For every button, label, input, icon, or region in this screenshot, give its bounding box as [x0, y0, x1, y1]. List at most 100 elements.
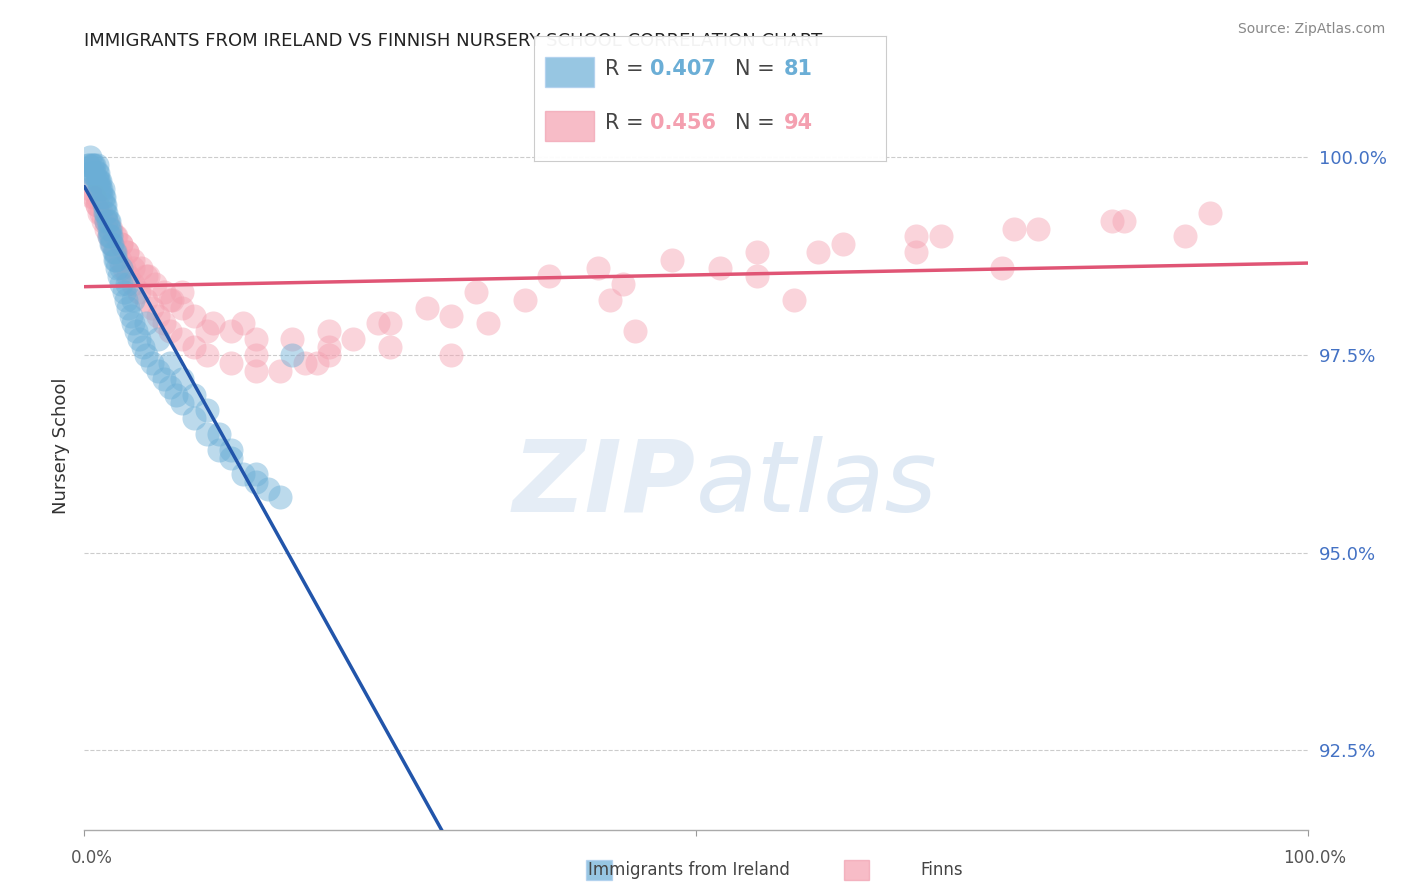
Point — [89, 174, 111, 188]
Point — [172, 372, 194, 386]
Point — [110, 237, 132, 252]
Point — [513, 293, 536, 307]
Point — [97, 229, 120, 244]
Point — [122, 293, 145, 307]
Text: N =: N = — [734, 60, 780, 79]
Point — [905, 229, 928, 244]
Point — [86, 198, 108, 212]
Text: R =: R = — [605, 60, 650, 79]
Point — [153, 317, 176, 331]
Point — [1101, 213, 1123, 227]
Point — [172, 332, 194, 346]
Point — [120, 309, 142, 323]
Point — [380, 317, 402, 331]
Point — [96, 213, 118, 227]
Text: 94: 94 — [785, 113, 813, 133]
Point — [599, 293, 621, 307]
Point — [104, 245, 127, 260]
Point — [77, 158, 100, 172]
Point — [245, 364, 267, 378]
Point — [208, 442, 231, 457]
Point — [135, 317, 157, 331]
Point — [146, 332, 169, 346]
Point — [83, 158, 105, 172]
Point — [117, 301, 139, 315]
Point — [129, 261, 152, 276]
Point — [94, 205, 117, 219]
Point — [97, 213, 120, 227]
Point — [135, 348, 157, 362]
Point — [195, 348, 218, 362]
Point — [245, 348, 267, 362]
Point — [82, 158, 104, 172]
Point — [115, 277, 138, 291]
Point — [172, 301, 194, 315]
Point — [103, 245, 125, 260]
Point — [318, 324, 340, 338]
Point — [93, 198, 115, 212]
Text: 0.407: 0.407 — [650, 60, 716, 79]
Point — [219, 450, 242, 465]
Point — [991, 261, 1014, 276]
Point — [79, 166, 101, 180]
Point — [783, 293, 806, 307]
Point — [612, 277, 634, 291]
Point — [80, 190, 103, 204]
Point — [135, 293, 157, 307]
Point — [96, 213, 118, 227]
Point — [183, 411, 205, 425]
Point — [110, 277, 132, 291]
Point — [269, 364, 291, 378]
Point — [100, 229, 122, 244]
Point — [86, 198, 108, 212]
Point — [219, 356, 242, 370]
Point — [1002, 221, 1025, 235]
Point — [91, 182, 114, 196]
Point — [538, 268, 561, 283]
Point — [143, 277, 166, 291]
Point — [87, 166, 110, 180]
Point — [86, 158, 108, 172]
Point — [269, 491, 291, 505]
Point — [86, 190, 108, 204]
Point — [115, 245, 138, 260]
Point — [153, 285, 176, 299]
Point — [281, 332, 304, 346]
Point — [257, 483, 280, 497]
Point — [232, 317, 254, 331]
Point — [90, 205, 112, 219]
Point — [128, 332, 150, 346]
Text: 0.0%: 0.0% — [70, 849, 112, 867]
Text: N =: N = — [734, 113, 780, 133]
Point — [86, 166, 108, 180]
Point — [122, 277, 145, 291]
Point — [122, 317, 145, 331]
Point — [219, 442, 242, 457]
Point — [183, 340, 205, 354]
Point — [115, 245, 138, 260]
Point — [94, 198, 117, 212]
FancyBboxPatch shape — [544, 111, 593, 141]
Point — [100, 237, 122, 252]
Point — [747, 245, 769, 260]
Text: Immigrants from Ireland: Immigrants from Ireland — [588, 861, 790, 879]
Point — [90, 190, 112, 204]
Point — [172, 395, 194, 409]
Point — [807, 245, 830, 260]
Point — [416, 301, 439, 315]
Point — [159, 356, 181, 370]
Point — [183, 309, 205, 323]
Point — [183, 387, 205, 401]
Point — [318, 340, 340, 354]
Point — [87, 182, 110, 196]
Point — [100, 221, 122, 235]
Point — [97, 221, 120, 235]
Point — [1198, 205, 1220, 219]
Point — [89, 182, 111, 196]
Point — [104, 253, 127, 268]
Point — [101, 237, 124, 252]
Point — [122, 253, 145, 268]
Point — [125, 324, 148, 338]
Point — [318, 348, 340, 362]
Point — [84, 174, 107, 188]
